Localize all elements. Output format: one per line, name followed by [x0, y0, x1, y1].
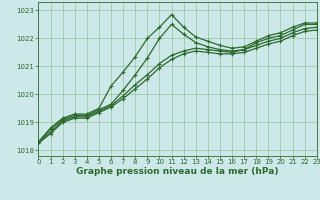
- X-axis label: Graphe pression niveau de la mer (hPa): Graphe pression niveau de la mer (hPa): [76, 167, 279, 176]
